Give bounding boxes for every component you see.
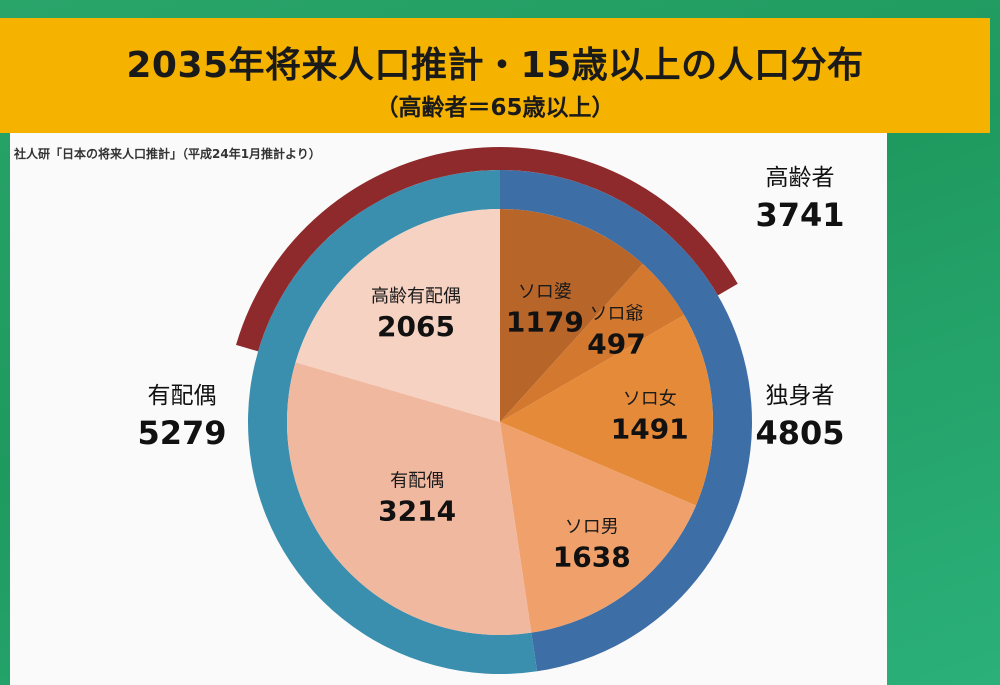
- slice-label-solo-male-elderly: ソロ爺: [590, 304, 644, 325]
- slice-value-solo-female-elderly: 1179: [506, 305, 584, 338]
- label-elderly-total: 高齢者 3741: [740, 158, 860, 234]
- elderly-arc: [236, 146, 738, 352]
- slice-label-solo-female-elderly: ソロ婆: [518, 281, 572, 302]
- slice-label-elderly-married: 高齢有配偶: [371, 286, 461, 307]
- slice-label-solo-female: ソロ女: [623, 389, 677, 410]
- slice-value-elderly-married: 2065: [377, 310, 455, 343]
- pie-slice-solo-female-elderly: [500, 209, 643, 422]
- slice-value-solo-male-elderly: 497: [587, 328, 645, 361]
- slice-value-married: 3214: [378, 494, 456, 527]
- label-single-total: 独身者 4805: [740, 376, 860, 452]
- label-single-value: 4805: [755, 414, 845, 452]
- slice-label-solo-male: ソロ男: [565, 517, 619, 538]
- pie-slice-married: [286, 362, 532, 635]
- pie-slice-solo-female: [500, 314, 714, 506]
- ring-segment-married: [247, 170, 538, 675]
- pie-slice-solo-male: [500, 422, 696, 633]
- chart-title: 2035年将来人口推計・15歳以上の人口分布: [126, 45, 864, 86]
- ring-segment-single: [500, 170, 752, 672]
- source-note: 社人研「日本の将来人口推計」（平成24年1月推計より）: [14, 147, 321, 161]
- slice-value-solo-female: 1491: [611, 413, 689, 446]
- pie-slice-elderly-married: [295, 209, 500, 422]
- slice-label-married: 有配偶: [390, 470, 444, 491]
- label-married-total: 有配偶 5279: [122, 376, 242, 452]
- label-married-name: 有配偶: [147, 383, 217, 409]
- slice-value-solo-male: 1638: [553, 541, 631, 574]
- label-elderly-value: 3741: [755, 196, 845, 234]
- label-single-name: 独身者: [765, 383, 835, 409]
- pie-slice-solo-male-elderly: [500, 263, 685, 422]
- label-elderly-name: 高齢者: [765, 165, 835, 191]
- title-banner: 2035年将来人口推計・15歳以上の人口分布 （高齢者＝65歳以上）: [0, 18, 990, 133]
- label-married-value: 5279: [137, 414, 227, 452]
- chart-subtitle: （高齢者＝65歳以上）: [375, 95, 615, 121]
